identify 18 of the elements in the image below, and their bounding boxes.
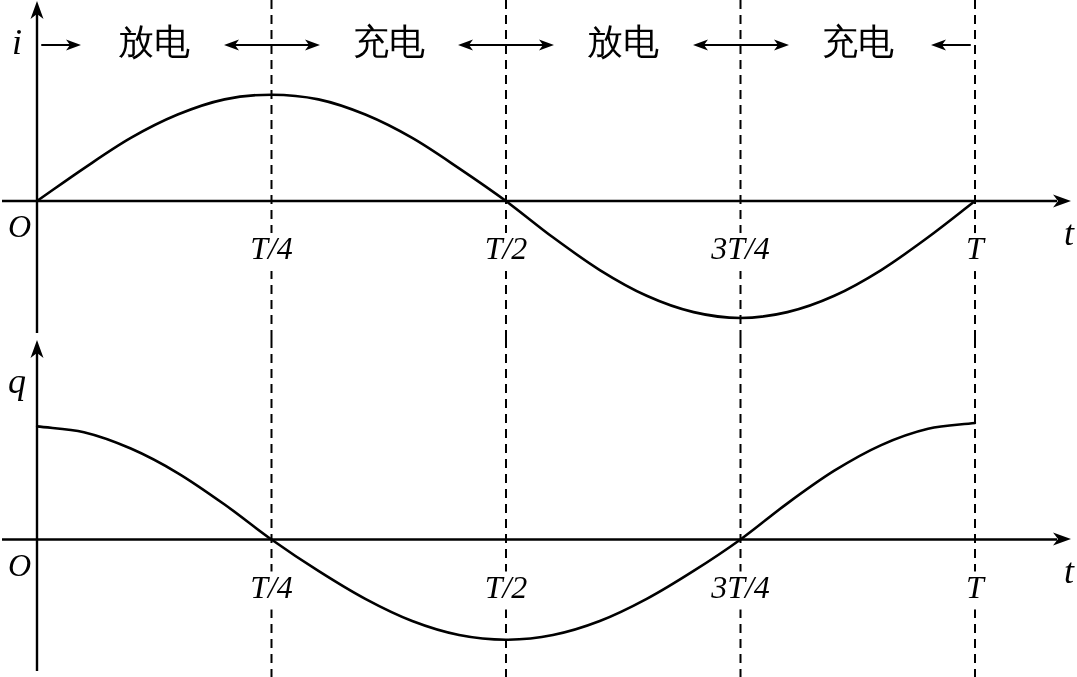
x-axis-title: t [1063, 212, 1075, 253]
y-axis-title: i [11, 22, 23, 63]
y-axis-title: q [8, 361, 26, 402]
x-axis-title: t [1063, 550, 1075, 591]
x-tick-label: O [7, 208, 31, 245]
text: 充电 [821, 22, 894, 63]
x-tick-label: T/4 [250, 230, 293, 267]
x-tick-label: 3T/4 [710, 230, 770, 267]
x-tick-label: 3T/4 [710, 568, 770, 605]
x-tick-label: O [7, 546, 31, 583]
x-tick-label: T/2 [484, 568, 528, 605]
x-tick-label: T [966, 568, 987, 605]
text: 充电 [352, 22, 425, 63]
text: 放电 [118, 22, 191, 63]
x-tick-label: T/4 [250, 568, 293, 605]
x-tick-label: T/2 [484, 230, 528, 267]
x-tick-label: T [966, 230, 987, 267]
text: 放电 [587, 22, 660, 63]
